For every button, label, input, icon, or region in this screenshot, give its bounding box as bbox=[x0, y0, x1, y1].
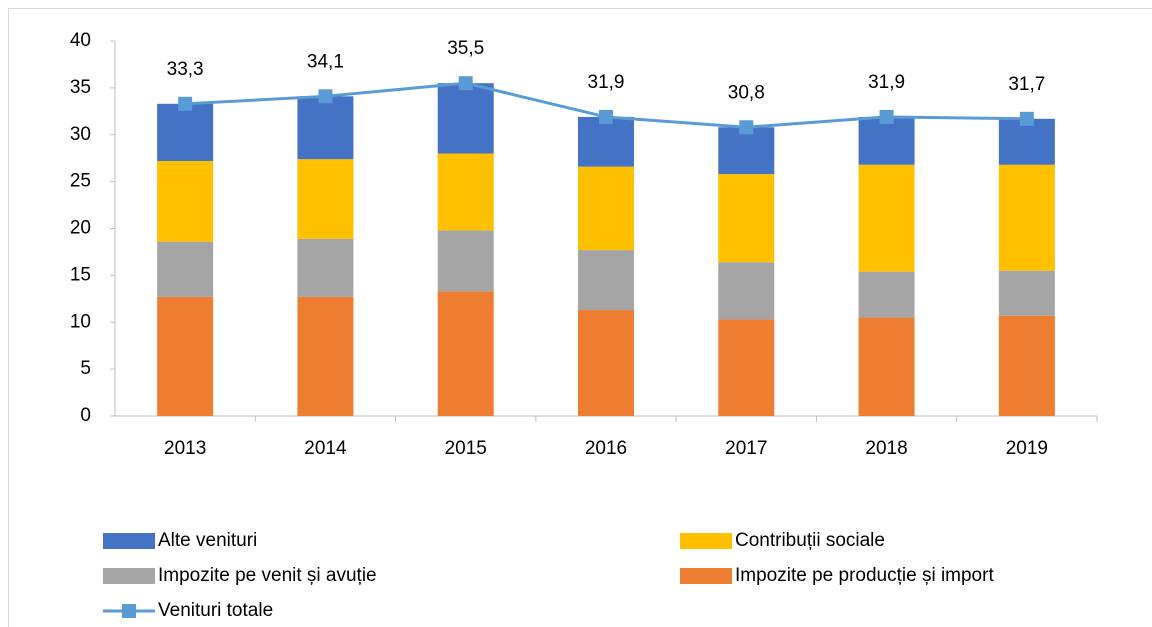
bar-segment bbox=[297, 159, 354, 239]
bar-segment bbox=[157, 241, 214, 297]
legend-swatch bbox=[103, 568, 155, 584]
bar-segment bbox=[858, 271, 915, 318]
data-label: 30,8 bbox=[728, 82, 765, 103]
bar-segment bbox=[437, 83, 494, 154]
bar-segment bbox=[578, 250, 634, 311]
legend-label: Contribuții sociale bbox=[735, 530, 885, 551]
legend-label: Impozite pe producție și import bbox=[735, 565, 994, 586]
bar-segment bbox=[578, 166, 634, 251]
line-marker bbox=[1019, 111, 1034, 126]
x-tick-label: 2019 bbox=[1006, 438, 1048, 459]
line-marker bbox=[318, 89, 333, 104]
bar-segment bbox=[998, 270, 1055, 316]
legend-label: Alte venituri bbox=[158, 530, 257, 551]
data-label: 34,1 bbox=[307, 51, 344, 72]
y-tick-label: 40 bbox=[70, 30, 91, 51]
data-label: 35,5 bbox=[447, 38, 484, 59]
x-tick-label: 2018 bbox=[865, 438, 907, 459]
legend-marker bbox=[122, 604, 136, 618]
line-marker bbox=[599, 109, 613, 124]
line-marker bbox=[458, 76, 473, 91]
y-tick-label: 15 bbox=[70, 264, 91, 285]
y-tick-label: 5 bbox=[80, 358, 91, 379]
bar-segment bbox=[297, 238, 354, 297]
bar-segment bbox=[157, 161, 214, 242]
y-tick-label: 30 bbox=[70, 124, 91, 145]
legend-swatch bbox=[680, 533, 732, 549]
x-tick-label: 2014 bbox=[304, 438, 347, 459]
y-tick-label: 10 bbox=[70, 311, 91, 332]
bar-segment bbox=[858, 317, 915, 416]
bar-segment bbox=[998, 315, 1055, 416]
bar-segment bbox=[718, 127, 775, 175]
bar-segment bbox=[297, 296, 354, 416]
x-tick-label: 2017 bbox=[725, 438, 767, 459]
bar-segment bbox=[718, 262, 775, 320]
x-tick-label: 2016 bbox=[585, 438, 627, 459]
legend-label: Impozite pe venit și avuție bbox=[158, 565, 377, 586]
legend-swatch bbox=[680, 568, 732, 584]
bar-segment bbox=[998, 164, 1055, 271]
bar-segment bbox=[157, 296, 214, 416]
bar-segment bbox=[297, 96, 354, 160]
legend-label: Venituri totale bbox=[158, 600, 273, 621]
bar-segment bbox=[437, 153, 494, 231]
bar-segment bbox=[437, 230, 494, 292]
bar-segment bbox=[998, 118, 1055, 165]
legend-swatch bbox=[103, 533, 155, 549]
data-label: 31,7 bbox=[1008, 74, 1045, 95]
line-marker bbox=[178, 96, 193, 111]
line-marker bbox=[879, 109, 894, 124]
bar-segment bbox=[578, 310, 634, 416]
x-tick-label: 2013 bbox=[164, 438, 206, 459]
chart-border bbox=[8, 8, 1152, 627]
bar-segment bbox=[157, 103, 214, 161]
bar-segment bbox=[858, 164, 915, 272]
bar-segment bbox=[718, 319, 775, 416]
y-tick-label: 25 bbox=[70, 171, 91, 192]
y-tick-label: 20 bbox=[70, 218, 91, 239]
bar-segment bbox=[578, 116, 634, 167]
y-tick-label: 35 bbox=[70, 77, 91, 98]
line-marker bbox=[739, 120, 754, 135]
y-tick-label: 0 bbox=[80, 405, 91, 426]
data-label: 31,9 bbox=[868, 72, 905, 93]
x-tick-label: 2015 bbox=[445, 438, 487, 459]
bar-segment bbox=[718, 174, 775, 263]
data-label: 31,9 bbox=[588, 72, 625, 93]
bar-segment bbox=[437, 291, 494, 416]
bar-segment bbox=[858, 116, 915, 165]
data-label: 33,3 bbox=[167, 59, 204, 80]
